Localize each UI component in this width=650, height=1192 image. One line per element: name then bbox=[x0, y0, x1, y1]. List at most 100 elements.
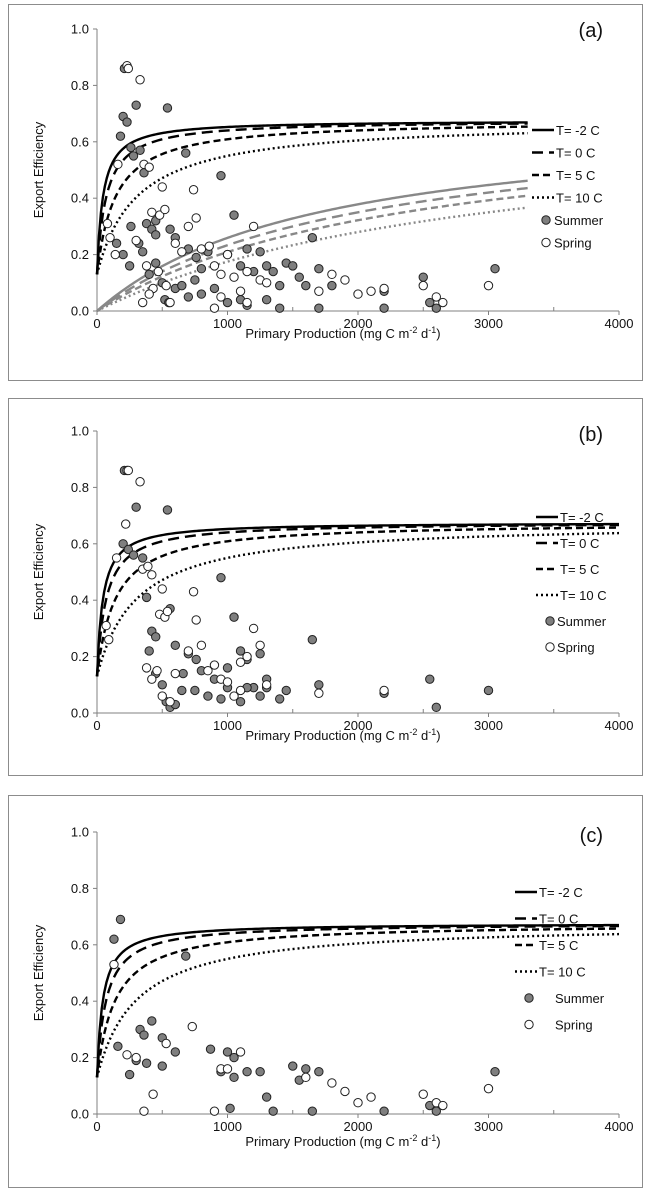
p1-x-tick-label: 2000 bbox=[344, 718, 373, 733]
p0-spring-point bbox=[157, 182, 167, 192]
p1-summer-point bbox=[216, 572, 226, 583]
p2-spring-point bbox=[161, 1038, 171, 1049]
p2-summer-point bbox=[147, 1016, 157, 1026]
p1-summer-point bbox=[229, 612, 239, 622]
p2-spring-point bbox=[483, 1083, 494, 1094]
p1-spring-point bbox=[235, 657, 246, 667]
p0-spring-point bbox=[131, 235, 141, 246]
p0-spring-point bbox=[261, 278, 272, 288]
p2-legend-label: T= 5 C bbox=[539, 938, 578, 953]
p1-summer-point bbox=[203, 691, 213, 701]
p1-x-tick-label: 4000 bbox=[605, 718, 634, 733]
p0-legend-label: T= 10 C bbox=[556, 191, 603, 206]
p1-spring-point bbox=[248, 623, 259, 634]
chart-panel-a: 0 1000 2000 3000 4000 0.0 0.2 0.4 0.6 0.8 1.0 Prima… bbox=[8, 4, 643, 381]
p1-legend-label: Spring bbox=[557, 640, 595, 655]
p0-summer-point bbox=[165, 224, 175, 234]
p0-spring-point bbox=[196, 244, 207, 254]
p0-summer-point bbox=[135, 145, 145, 155]
p1-x-tick-label: 1000 bbox=[213, 718, 242, 733]
p1-summer-point bbox=[255, 649, 265, 659]
p0-summer-point bbox=[431, 303, 441, 313]
p1-x-tick-label: 0 bbox=[93, 718, 100, 733]
p0-y-tick-label: 0.0 bbox=[71, 304, 89, 319]
p0-spring-point bbox=[340, 275, 350, 285]
p1-summer-point bbox=[162, 505, 173, 515]
p0-spring-point bbox=[242, 266, 252, 277]
p1-summer-point bbox=[255, 691, 265, 701]
p1-spring-point bbox=[255, 640, 265, 651]
p0-spring-point bbox=[165, 297, 175, 308]
p0-summer-point bbox=[141, 218, 152, 229]
p0-spring-point bbox=[141, 261, 152, 271]
p1-curve-3 bbox=[95, 531, 620, 677]
p2-summer-point bbox=[229, 1072, 239, 1083]
p2-x-tick-label: 3000 bbox=[474, 1119, 503, 1134]
p2-spring-point bbox=[131, 1052, 141, 1063]
p1-y-tick-label: 0.8 bbox=[71, 480, 89, 495]
p1-summer-point bbox=[425, 674, 435, 684]
p0-spring-point bbox=[431, 292, 441, 302]
p1-summer-point bbox=[178, 668, 188, 679]
p2-summer-point bbox=[181, 951, 191, 961]
p1-y-tick-label: 0.2 bbox=[71, 649, 89, 664]
p0-summer-point bbox=[301, 280, 311, 291]
p1-spring-point bbox=[135, 477, 145, 487]
p2-spring-point bbox=[235, 1047, 246, 1057]
p0-summer-point bbox=[209, 283, 220, 294]
chart-svg-b: 0 1000 2000 3000 4000 0.0 0.2 0.4 0.6 0.8 1.0 Prima… bbox=[31, 424, 634, 744]
p1-y-tick-label: 0.4 bbox=[71, 593, 89, 608]
p1-spring-point bbox=[157, 691, 167, 701]
p1-spring-point bbox=[123, 465, 134, 476]
p1-summer-point bbox=[118, 539, 128, 549]
p0-spring-point bbox=[110, 249, 120, 260]
p0-legend-marker bbox=[541, 215, 551, 225]
p0-legend-label: T= -2 C bbox=[556, 123, 600, 138]
p0-summer-point bbox=[191, 252, 201, 263]
p1-summer-point bbox=[314, 680, 324, 690]
p0-summer-point bbox=[255, 247, 265, 257]
p1-spring-point bbox=[379, 685, 389, 696]
chart-panel-c: 0 1000 2000 3000 4000 0.0 0.2 0.4 0.6 0.8 1.0 Prima… bbox=[8, 795, 643, 1188]
p1-legend-marker bbox=[545, 616, 555, 626]
p0-spring-point bbox=[153, 266, 164, 277]
p2-summer-point bbox=[379, 1106, 389, 1116]
p0-summer-point bbox=[314, 264, 324, 274]
p0-legend-label: T= 0 C bbox=[556, 146, 595, 161]
p1-spring-point bbox=[162, 606, 173, 617]
p0-summer-point bbox=[151, 230, 161, 240]
p0-spring-point bbox=[216, 269, 226, 280]
p2-x-tick-label: 0 bbox=[93, 1119, 100, 1134]
p1-summer-point bbox=[216, 694, 226, 704]
p0-summer-point bbox=[222, 297, 233, 308]
p0-spring-point bbox=[135, 75, 145, 85]
p2-y-tick-label: 0.0 bbox=[71, 1107, 89, 1122]
p2-summer-point bbox=[229, 1052, 239, 1063]
p1-spring-point bbox=[147, 570, 157, 580]
p2-curve-2 bbox=[95, 927, 620, 1078]
p1-spring-point bbox=[183, 646, 194, 656]
p1-spring-point bbox=[152, 666, 162, 676]
p0-summer-point bbox=[418, 272, 428, 282]
p0-spring-point bbox=[242, 297, 252, 308]
p0-spring-point bbox=[123, 63, 134, 74]
p0-curve-2 bbox=[95, 125, 528, 275]
p1-curve-1 bbox=[95, 523, 620, 677]
p2-spring-point bbox=[418, 1089, 428, 1099]
p2-spring-point bbox=[187, 1021, 197, 1032]
p1-spring-point bbox=[235, 685, 246, 696]
p0-panel-label: (a) bbox=[579, 20, 603, 42]
p0-spring-point bbox=[235, 286, 246, 296]
p2-summer-point bbox=[139, 1030, 149, 1040]
p0-curve-1 bbox=[95, 122, 528, 275]
p2-summer-point bbox=[314, 1067, 324, 1077]
p0-x-tick-label: 0 bbox=[93, 316, 100, 331]
p1-legend-label: Summer bbox=[557, 614, 607, 629]
p1-y-axis-label: Export Efficiency bbox=[31, 523, 46, 620]
p0-summer-point bbox=[261, 261, 272, 271]
p0-summer-point bbox=[425, 297, 435, 308]
p0-summer-point bbox=[115, 131, 126, 141]
p1-summer-point bbox=[170, 640, 181, 651]
p1-spring-point bbox=[141, 663, 152, 673]
p1-spring-point bbox=[188, 587, 199, 597]
